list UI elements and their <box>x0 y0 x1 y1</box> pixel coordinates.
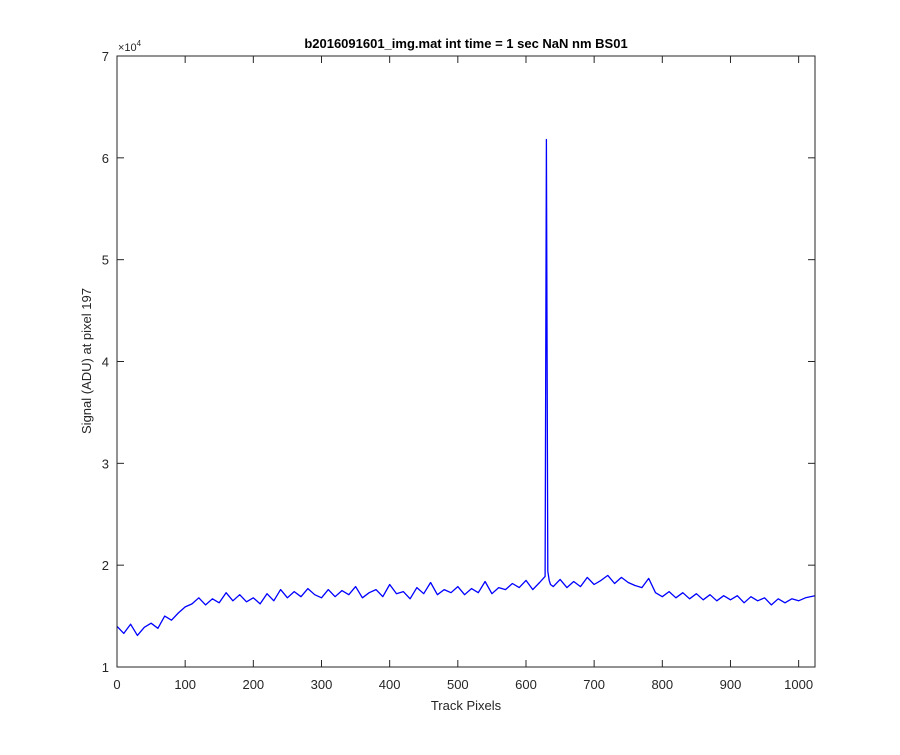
x-tick-label: 0 <box>113 677 120 692</box>
x-tick-label: 100 <box>174 677 196 692</box>
y-exponent-label: ×104 <box>118 39 142 54</box>
y-tick-label: 3 <box>102 456 109 471</box>
x-tick-label: 200 <box>242 677 264 692</box>
x-axis-label: Track Pixels <box>431 698 502 713</box>
y-tick-label: 2 <box>102 558 109 573</box>
y-axis-label: Signal (ADU) at pixel 197 <box>79 288 94 434</box>
series-line <box>116 138 816 637</box>
x-tick-label: 300 <box>311 677 333 692</box>
y-tick-label: 7 <box>102 49 109 64</box>
tick-labels-group: 0 100 200 300 400 500 600 700 800 900 1000 1 2 3 4 5 6 7 <box>102 49 813 692</box>
y-exponent-base: ×10 <box>118 42 137 54</box>
axes-box <box>116 55 816 668</box>
chart-title: b2016091601_img.mat int time = 1 sec NaN… <box>304 36 627 51</box>
y-tick-label: 1 <box>102 660 109 675</box>
x-tick-label: 800 <box>651 677 673 692</box>
x-tick-label: 700 <box>583 677 605 692</box>
x-tick-label: 1000 <box>784 677 813 692</box>
plot-area <box>117 56 815 667</box>
y-tick-label: 4 <box>102 355 109 370</box>
y-exponent-power: 4 <box>137 39 142 48</box>
x-tick-label: 500 <box>447 677 469 692</box>
x-tick-label: 400 <box>379 677 401 692</box>
x-tick-label: 900 <box>720 677 742 692</box>
y-tick-label: 6 <box>102 151 109 166</box>
y-tick-label: 5 <box>102 253 109 268</box>
x-tick-label: 600 <box>515 677 537 692</box>
